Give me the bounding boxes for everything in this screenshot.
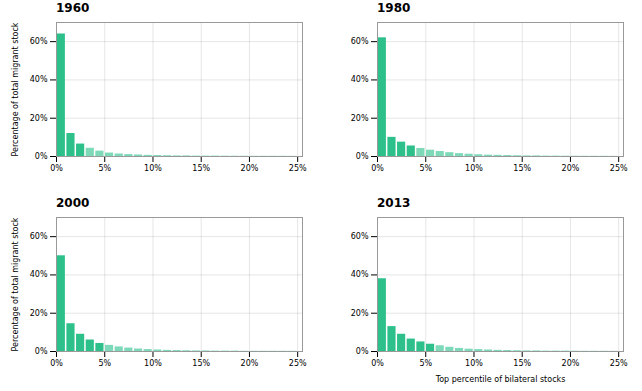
svg-text:0%: 0% xyxy=(371,359,384,368)
svg-text:20%: 20% xyxy=(30,114,48,123)
svg-text:15%: 15% xyxy=(513,164,531,173)
svg-text:25%: 25% xyxy=(289,164,307,173)
svg-text:20%: 20% xyxy=(241,359,259,368)
html-text:2000: 2000 xyxy=(56,196,90,210)
svg-text:40%: 40% xyxy=(351,75,369,84)
svg-text:0%: 0% xyxy=(50,164,63,173)
svg-text:10%: 10% xyxy=(465,359,483,368)
svg-text:60%: 60% xyxy=(30,37,48,46)
svg-text:60%: 60% xyxy=(351,37,369,46)
html-text:2013: 2013 xyxy=(377,196,411,210)
svg-text:60%: 60% xyxy=(30,232,48,241)
svg-text:0%: 0% xyxy=(35,152,48,161)
svg-text:20%: 20% xyxy=(562,359,580,368)
svg-text:20%: 20% xyxy=(562,164,580,173)
svg-text:20%: 20% xyxy=(241,164,259,173)
svg-text:40%: 40% xyxy=(30,75,48,84)
svg-text:0%: 0% xyxy=(356,152,369,161)
svg-text:25%: 25% xyxy=(610,359,628,368)
svg-text:15%: 15% xyxy=(192,164,210,173)
svg-text:5%: 5% xyxy=(98,359,111,368)
svg-text:0%: 0% xyxy=(356,347,369,356)
svg-text:15%: 15% xyxy=(513,359,531,368)
svg-text:25%: 25% xyxy=(610,164,628,173)
svg-text:20%: 20% xyxy=(351,309,369,318)
svg-text:5%: 5% xyxy=(419,359,432,368)
svg-text:10%: 10% xyxy=(144,359,162,368)
svg-text:25%: 25% xyxy=(289,359,307,368)
svg-text:Top percentile of bilateral st: Top percentile of bilateral stocks xyxy=(435,375,566,384)
svg-text:15%: 15% xyxy=(192,359,210,368)
svg-text:0%: 0% xyxy=(371,164,384,173)
svg-text:0%: 0% xyxy=(35,347,48,356)
html-text:1960: 1960 xyxy=(56,1,90,15)
svg-text:20%: 20% xyxy=(30,309,48,318)
svg-text:40%: 40% xyxy=(351,270,369,279)
svg-text:5%: 5% xyxy=(98,164,111,173)
svg-text:Percentage of total migrant st: Percentage of total migrant stock xyxy=(11,22,20,156)
html-text:1980: 1980 xyxy=(377,1,411,15)
svg-text:0%: 0% xyxy=(50,359,63,368)
svg-text:40%: 40% xyxy=(30,270,48,279)
svg-text:Percentage of total migrant st: Percentage of total migrant stock xyxy=(11,217,20,351)
svg-text:10%: 10% xyxy=(465,164,483,173)
svg-text:20%: 20% xyxy=(351,114,369,123)
svg-text:60%: 60% xyxy=(351,232,369,241)
svg-text:5%: 5% xyxy=(419,164,432,173)
svg-text:10%: 10% xyxy=(144,164,162,173)
